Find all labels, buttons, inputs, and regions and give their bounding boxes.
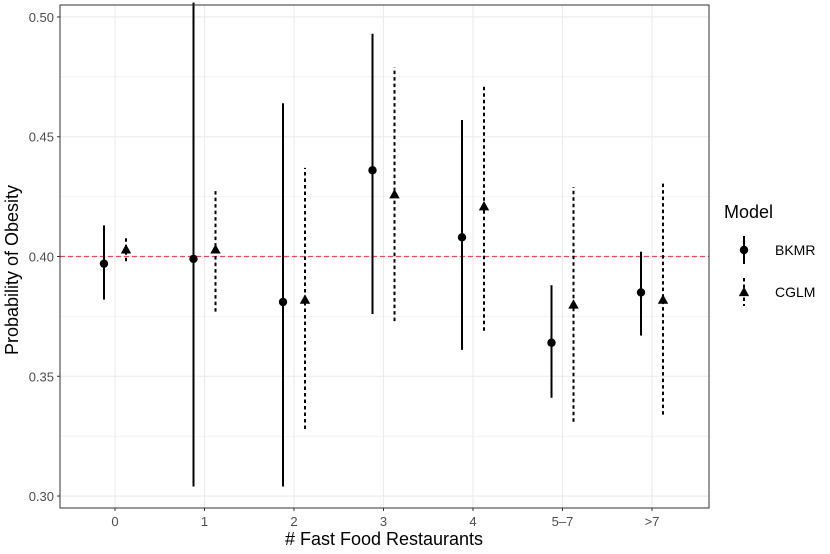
point-marker <box>478 201 490 211</box>
x-tick-label: 3 <box>380 514 387 529</box>
legend-label: BKMR <box>775 242 815 258</box>
legend-title: Model <box>724 202 773 222</box>
x-tick-label: 2 <box>290 514 297 529</box>
y-axis-title: Probability of Obesity <box>2 185 22 355</box>
point-marker <box>457 233 467 242</box>
y-tick-label: 0.45 <box>29 130 54 145</box>
x-tick-label: 5–7 <box>552 514 574 529</box>
legend-item-bkmr: BKMR <box>739 236 815 264</box>
y-tick-label: 0.50 <box>29 10 54 25</box>
legend-label: CGLM <box>775 284 815 300</box>
point-marker <box>120 244 132 254</box>
legend-item-cglm: CGLM <box>738 278 815 306</box>
point-marker <box>210 244 221 254</box>
series-bkmr <box>99 2 646 487</box>
legend-key-marker <box>738 286 750 297</box>
point-marker <box>389 189 400 199</box>
x-axis: 0 1 2 3 4 5–7 >7 <box>111 508 659 529</box>
point-marker <box>547 338 556 347</box>
y-tick-label: 0.30 <box>29 489 54 504</box>
x-tick-label: 1 <box>201 514 208 529</box>
y-tick-label: 0.40 <box>29 250 54 265</box>
legend: Model BKMR CGLM <box>724 202 815 306</box>
x-tick-label: >7 <box>645 514 660 529</box>
point-marker <box>657 294 669 304</box>
x-tick-label: 4 <box>469 514 476 529</box>
x-tick-label: 0 <box>111 514 118 529</box>
point-marker <box>189 254 198 264</box>
point-marker <box>99 259 109 268</box>
point-marker <box>368 166 377 175</box>
legend-key-marker <box>739 245 749 255</box>
series-cglm <box>120 67 669 429</box>
y-axis: 0.30 0.35 0.40 0.45 0.50 <box>29 10 60 504</box>
x-axis-title: # Fast Food Restaurants <box>285 529 483 549</box>
y-tick-label: 0.35 <box>29 369 54 384</box>
series-group <box>99 2 669 487</box>
point-marker <box>636 288 646 297</box>
point-marker <box>278 297 288 307</box>
point-marker <box>299 294 311 304</box>
point-marker <box>568 299 579 309</box>
